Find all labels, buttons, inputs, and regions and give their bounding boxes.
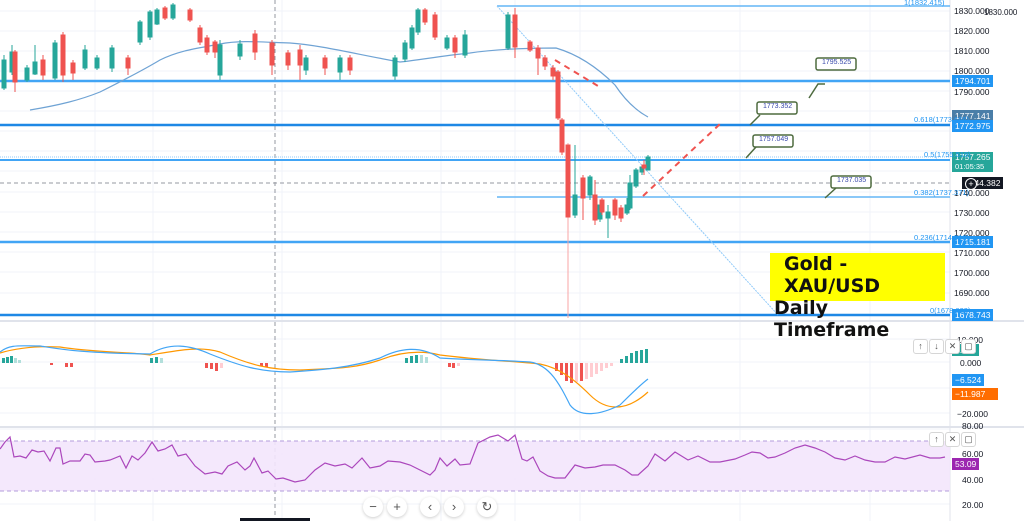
- price-label-1715: 1715.181: [952, 236, 994, 248]
- callout-1795[interactable]: 1795.525: [822, 59, 852, 66]
- tick-1810: 1810.000: [954, 46, 990, 56]
- fib-label-0: 0(1678.623): [930, 306, 971, 315]
- rsi-maximize-button[interactable]: ▢: [961, 432, 976, 447]
- macd-maximize-button[interactable]: ▢: [961, 339, 976, 354]
- callout-1757[interactable]: 1757.049: [759, 136, 789, 143]
- zoom-in-button[interactable]: +: [387, 497, 407, 517]
- price-label-1777: 1777.141: [952, 110, 994, 122]
- zoom-out-button[interactable]: −: [363, 497, 383, 517]
- fib-label-0236: 0.236(1714.918): [914, 233, 970, 242]
- scroll-right-button[interactable]: ›: [444, 497, 464, 517]
- callout-1773[interactable]: 1773.352: [763, 103, 793, 110]
- rsi-value-label: 53.09: [952, 458, 980, 470]
- macd-close-button[interactable]: ✕: [945, 339, 960, 354]
- rsi-tick-60: 60.00: [962, 449, 984, 459]
- macd-move-down-button[interactable]: ↓: [929, 339, 944, 354]
- rsi-tick-40: 40.00: [962, 475, 984, 485]
- fib-label-1: 1(1832.415): [904, 0, 945, 7]
- price-axis-labels: 1830.000 1820.000 1810.000 1800.000 1790…: [954, 0, 1024, 321]
- rsi-tick-20: 20.00: [962, 500, 984, 510]
- tick-1820: 1820.000: [954, 26, 990, 36]
- last-price-label: 1757.265 01:05:35: [952, 152, 994, 172]
- fib-label-0618: 0.618(1773.666): [914, 115, 970, 124]
- macd-signal-label: −11.987: [952, 388, 998, 400]
- macd-move-up-button[interactable]: ↑: [913, 339, 928, 354]
- rsi-close-button[interactable]: ✕: [945, 432, 960, 447]
- price-label-1678: 1678.743: [952, 309, 994, 321]
- title-line-2: Daily Timeframe: [774, 297, 890, 341]
- time-axis-crosshair-label: [240, 518, 310, 521]
- svg-text:1830.000: 1830.000: [984, 8, 1018, 17]
- reset-chart-button[interactable]: ↻: [477, 497, 497, 517]
- title-line-1: Gold - XAU/USD: [784, 253, 881, 297]
- price-axis[interactable]: 1830.000: [984, 8, 1018, 17]
- macd-line: [0, 345, 649, 415]
- fibonacci-levels[interactable]: [0, 5, 950, 317]
- macd-tick-minus20: −20.000: [957, 409, 988, 419]
- add-alert-button[interactable]: +: [965, 178, 977, 190]
- price-label-1772: 1772.975: [952, 120, 994, 132]
- macd-line-label: −6.524: [952, 374, 985, 386]
- tick-1790: 1790.000: [954, 87, 990, 97]
- tick-1700: 1700.000: [954, 268, 990, 278]
- callout-1737[interactable]: 1737.035: [837, 177, 867, 184]
- candlesticks: [1, 3, 651, 318]
- price-callouts[interactable]: [745, 57, 872, 199]
- red-resistance-line: [554, 59, 599, 87]
- fib-label-05: 0.5(1755.519): [924, 150, 971, 159]
- tick-1830: 1830.000: [954, 6, 990, 16]
- chart-title-box: Gold - XAU/USD Daily Timeframe: [770, 253, 945, 341]
- moving-average-line: [29, 41, 649, 118]
- tick-1690: 1690.000: [954, 288, 990, 298]
- scroll-left-button[interactable]: ‹: [420, 497, 440, 517]
- tick-1730: 1730.000: [954, 208, 990, 218]
- last-price-value: 1757.265: [955, 152, 991, 162]
- rsi-move-up-button[interactable]: ↑: [929, 432, 944, 447]
- bar-countdown: 01:05:35: [955, 162, 985, 171]
- rsi-band: [0, 441, 950, 491]
- tick-1710: 1710.000: [954, 248, 990, 258]
- fib-label-0382: 0.382(1737.371): [914, 188, 970, 197]
- tick-1800: 1800.000: [954, 66, 990, 76]
- tick-1740: 1740.000: [954, 188, 990, 198]
- price-label-1794: 1794.701: [952, 75, 994, 87]
- tick-1720: 1720.000: [954, 228, 990, 238]
- macd-histogram: [2, 349, 648, 383]
- macd-signal-line: [0, 346, 649, 408]
- macd-tick-0: 0.000: [960, 358, 982, 368]
- rsi-line: [0, 433, 946, 483]
- rsi-tick-80: 80.00: [962, 421, 984, 431]
